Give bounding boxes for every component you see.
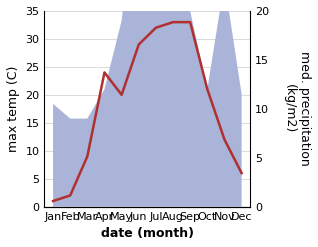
X-axis label: date (month): date (month)	[101, 227, 194, 240]
Y-axis label: max temp (C): max temp (C)	[7, 66, 20, 152]
Y-axis label: med. precipitation
(kg/m2): med. precipitation (kg/m2)	[283, 51, 311, 166]
